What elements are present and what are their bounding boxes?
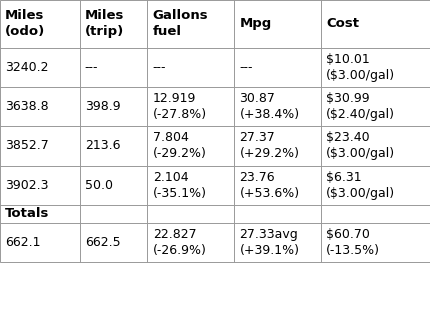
Text: 7.804
(-29.2%): 7.804 (-29.2%) — [153, 132, 206, 160]
Text: 3638.8: 3638.8 — [5, 100, 49, 113]
Text: ---: --- — [240, 61, 253, 74]
Text: Miles
(trip): Miles (trip) — [85, 9, 124, 39]
Text: 3240.2: 3240.2 — [5, 61, 49, 74]
Text: $10.01
($3.00/gal): $10.01 ($3.00/gal) — [326, 53, 396, 82]
Text: 3852.7: 3852.7 — [5, 139, 49, 153]
Text: 23.76
(+53.6%): 23.76 (+53.6%) — [240, 171, 300, 200]
Text: 2.104
(-35.1%): 2.104 (-35.1%) — [153, 171, 207, 200]
Text: 22.827
(-26.9%): 22.827 (-26.9%) — [153, 228, 206, 257]
Bar — [0, 0, 430, 262]
Text: 30.87
(+38.4%): 30.87 (+38.4%) — [240, 92, 300, 121]
Text: 398.9: 398.9 — [85, 100, 120, 113]
Text: ---: --- — [85, 61, 98, 74]
Text: $60.70
(-13.5%): $60.70 (-13.5%) — [326, 228, 381, 257]
Text: 3902.3: 3902.3 — [5, 179, 49, 192]
Text: Gallons
fuel: Gallons fuel — [153, 9, 208, 39]
Text: Mpg: Mpg — [240, 17, 272, 30]
Text: 12.919
(-27.8%): 12.919 (-27.8%) — [153, 92, 207, 121]
Text: 50.0: 50.0 — [85, 179, 113, 192]
Text: 213.6: 213.6 — [85, 139, 120, 153]
Text: Cost: Cost — [326, 17, 359, 30]
Text: $6.31
($3.00/gal): $6.31 ($3.00/gal) — [326, 171, 396, 200]
Text: $30.99
($2.40/gal): $30.99 ($2.40/gal) — [326, 92, 395, 121]
Text: 27.33avg
(+39.1%): 27.33avg (+39.1%) — [240, 228, 300, 257]
Text: 27.37
(+29.2%): 27.37 (+29.2%) — [240, 132, 300, 160]
Text: $23.40
($3.00/gal): $23.40 ($3.00/gal) — [326, 132, 396, 160]
Text: Miles
(odo): Miles (odo) — [5, 9, 46, 39]
Text: ---: --- — [153, 61, 166, 74]
Text: Totals: Totals — [5, 207, 49, 220]
Text: 662.1: 662.1 — [5, 236, 41, 249]
Text: 662.5: 662.5 — [85, 236, 120, 249]
